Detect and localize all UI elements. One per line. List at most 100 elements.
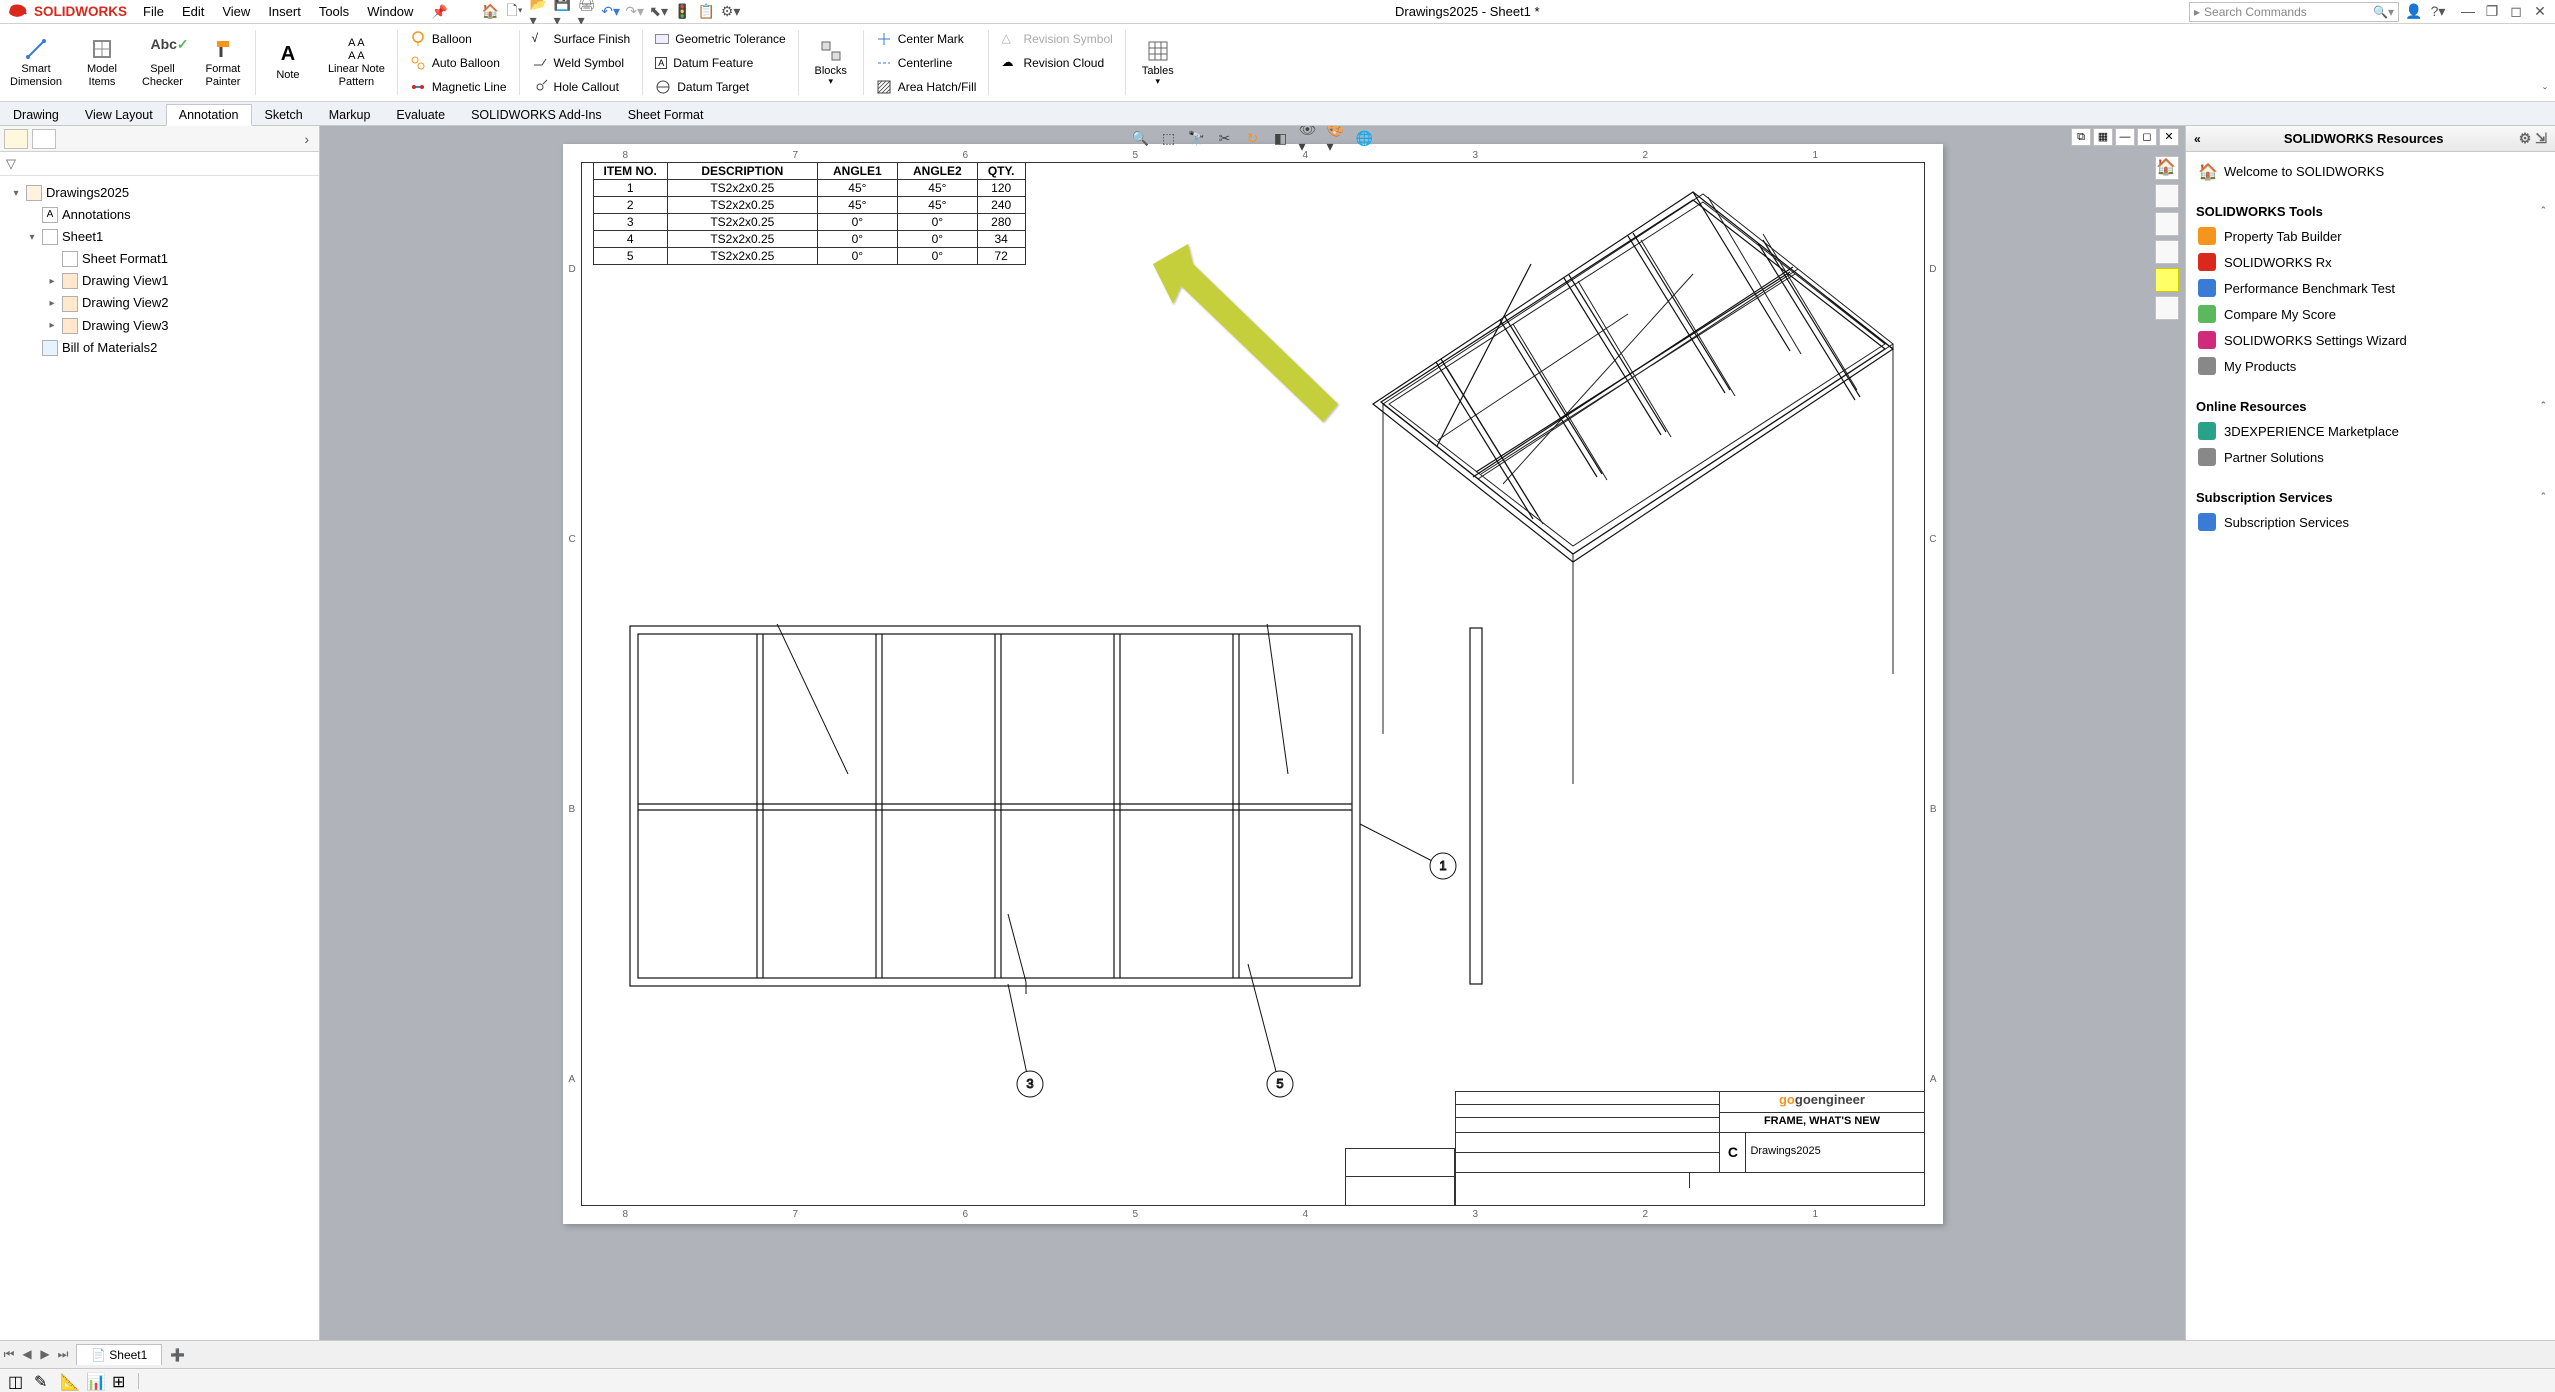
- model-items-button[interactable]: ModelItems: [72, 24, 132, 101]
- bom-cell[interactable]: 0°: [897, 248, 977, 265]
- resource-link[interactable]: 3DEXPERIENCE Marketplace: [2196, 418, 2545, 444]
- settings-icon[interactable]: ⚙▾: [722, 3, 740, 21]
- title-block[interactable]: gogoengineer FRAME, WHAT'S NEW C Drawing…: [1455, 1091, 1925, 1206]
- tree-tab-1[interactable]: [4, 129, 28, 149]
- doc-min-icon[interactable]: —: [2115, 128, 2135, 146]
- help-icon[interactable]: ?▾: [2429, 3, 2447, 21]
- bom-cell[interactable]: 3: [593, 214, 667, 231]
- restore-icon[interactable]: ❐: [2481, 3, 2503, 20]
- tree-tab-2[interactable]: [32, 129, 56, 149]
- bom-cell[interactable]: 0°: [817, 231, 897, 248]
- linear-note-pattern-button[interactable]: A AA ALinear NotePattern: [318, 24, 395, 101]
- bom-cell[interactable]: 0°: [817, 248, 897, 265]
- tab-evaluate[interactable]: Evaluate: [383, 104, 458, 125]
- resource-link[interactable]: Compare My Score: [2196, 301, 2545, 327]
- surface-finish-button[interactable]: √Surface Finish: [528, 28, 635, 50]
- blocks-button[interactable]: Blocks▾: [801, 24, 861, 101]
- task-pane-pin-icon[interactable]: ⇲: [2535, 130, 2547, 147]
- section-icon[interactable]: ✂: [1215, 128, 1235, 148]
- home-icon[interactable]: 🏠: [482, 3, 500, 21]
- drawing-sheet[interactable]: ITEM NO. DESCRIPTION ANGLE1 ANGLE2 QTY. …: [563, 144, 1943, 1224]
- geometric-tolerance-button[interactable]: Geometric Tolerance: [651, 28, 790, 50]
- view-settings-icon[interactable]: 🌐: [1355, 128, 1375, 148]
- bom-cell[interactable]: 34: [977, 231, 1025, 248]
- bom-cell[interactable]: 2: [593, 197, 667, 214]
- datum-feature-button[interactable]: ADatum Feature: [651, 52, 790, 74]
- resource-link[interactable]: My Products: [2196, 353, 2545, 379]
- bom-cell[interactable]: 0°: [897, 231, 977, 248]
- undo-icon[interactable]: ↶▾: [602, 3, 620, 21]
- resource-link[interactable]: Performance Benchmark Test: [2196, 275, 2545, 301]
- resource-link[interactable]: Subscription Services: [2196, 509, 2545, 535]
- tp-tab-appearance[interactable]: [2155, 268, 2179, 292]
- add-sheet-icon[interactable]: ➕: [162, 1348, 193, 1362]
- auto-balloon-button[interactable]: Auto Balloon: [406, 52, 511, 74]
- welcome-link[interactable]: 🏠 Welcome to SOLIDWORKS: [2196, 158, 2545, 184]
- save-icon[interactable]: 💾▾: [554, 3, 572, 21]
- tab-sketch[interactable]: Sketch: [252, 104, 316, 125]
- menu-window[interactable]: Window: [359, 2, 421, 22]
- tp-tab-lib[interactable]: [2155, 184, 2179, 208]
- note-button[interactable]: ANote: [258, 24, 318, 101]
- bom-cell[interactable]: 120: [977, 180, 1025, 197]
- sheet-tab-1[interactable]: 📄 Sheet1: [76, 1344, 162, 1365]
- tp-tab-custom[interactable]: [2155, 296, 2179, 320]
- section-header[interactable]: Online Resourcesˆ: [2196, 395, 2545, 418]
- command-search[interactable]: ▸ Search Commands 🔍▾: [2189, 2, 2399, 22]
- smart-dimension-button[interactable]: SmartDimension: [0, 24, 72, 101]
- doc-close-icon[interactable]: ✕: [2159, 128, 2179, 146]
- bom-cell[interactable]: 240: [977, 197, 1025, 214]
- bom-cell[interactable]: 45°: [897, 180, 977, 197]
- weld-symbol-button[interactable]: Weld Symbol: [528, 52, 635, 74]
- center-mark-button[interactable]: Center Mark: [872, 28, 981, 50]
- user-icon[interactable]: 👤: [2405, 3, 2423, 21]
- tree-view2[interactable]: ▸Drawing View2: [4, 292, 315, 314]
- spell-checker-button[interactable]: Abc✓SpellChecker: [132, 24, 193, 101]
- bom-cell[interactable]: 5: [593, 248, 667, 265]
- hole-callout-button[interactable]: Hole Callout: [528, 76, 635, 98]
- bom-table[interactable]: ITEM NO. DESCRIPTION ANGLE1 ANGLE2 QTY. …: [593, 162, 1026, 265]
- new-icon[interactable]: 🗋▾: [506, 3, 524, 21]
- tp-tab-palette[interactable]: [2155, 240, 2179, 264]
- status-icon-1[interactable]: ◫: [8, 1372, 26, 1390]
- sheet-nav-next[interactable]: ▶: [36, 1347, 54, 1362]
- tab-drawing[interactable]: Drawing: [0, 104, 72, 125]
- bom-cell[interactable]: 72: [977, 248, 1025, 265]
- tab-view-layout[interactable]: View Layout: [72, 104, 166, 125]
- tree-sheet-format[interactable]: Sheet Format1: [4, 248, 315, 270]
- bom-cell[interactable]: TS2x2x0.25: [667, 197, 817, 214]
- sheet-nav-prev[interactable]: ◀: [18, 1347, 36, 1362]
- options-list-icon[interactable]: 📋: [698, 3, 716, 21]
- tp-tab-home[interactable]: 🏠: [2155, 156, 2179, 180]
- scene-icon[interactable]: 🎨▾: [1327, 128, 1347, 148]
- status-icon-5[interactable]: ⊞: [112, 1372, 130, 1390]
- tab-sheet-format[interactable]: Sheet Format: [615, 104, 717, 125]
- maximize-icon[interactable]: ◻: [2505, 3, 2527, 20]
- bom-cell[interactable]: TS2x2x0.25: [667, 214, 817, 231]
- bom-cell[interactable]: TS2x2x0.25: [667, 180, 817, 197]
- magnetic-line-button[interactable]: Magnetic Line: [406, 76, 511, 98]
- bom-cell[interactable]: 280: [977, 214, 1025, 231]
- tree-view3[interactable]: ▸Drawing View3: [4, 315, 315, 337]
- balloon-button[interactable]: Balloon: [406, 28, 511, 50]
- sheet-nav-first[interactable]: ⏮: [0, 1347, 18, 1362]
- format-painter-button[interactable]: FormatPainter: [193, 24, 253, 101]
- bom-cell[interactable]: 0°: [817, 214, 897, 231]
- task-pane-collapse-icon[interactable]: «: [2194, 132, 2201, 146]
- close-icon[interactable]: ✕: [2529, 3, 2551, 20]
- view-orient-icon[interactable]: ↻: [1243, 128, 1263, 148]
- tp-tab-explorer[interactable]: [2155, 212, 2179, 236]
- section-header[interactable]: SOLIDWORKS Toolsˆ: [2196, 200, 2545, 223]
- menu-pin-icon[interactable]: 📌: [423, 2, 455, 22]
- bom-cell[interactable]: TS2x2x0.25: [667, 248, 817, 265]
- bom-cell[interactable]: TS2x2x0.25: [667, 231, 817, 248]
- display-style-icon[interactable]: ◧: [1271, 128, 1291, 148]
- task-pane-settings-icon[interactable]: ⚙: [2519, 130, 2532, 147]
- status-icon-4[interactable]: 📊: [86, 1372, 104, 1390]
- collapse-ribbon-icon[interactable]: ˇ: [2543, 85, 2547, 99]
- resource-link[interactable]: SOLIDWORKS Settings Wizard: [2196, 327, 2545, 353]
- tree-annotations[interactable]: AAnnotations: [4, 204, 315, 226]
- tree-expand-icon[interactable]: ›: [304, 131, 315, 147]
- print-icon[interactable]: 🖨▾: [578, 3, 596, 21]
- hide-show-icon[interactable]: 👁▾: [1299, 128, 1319, 148]
